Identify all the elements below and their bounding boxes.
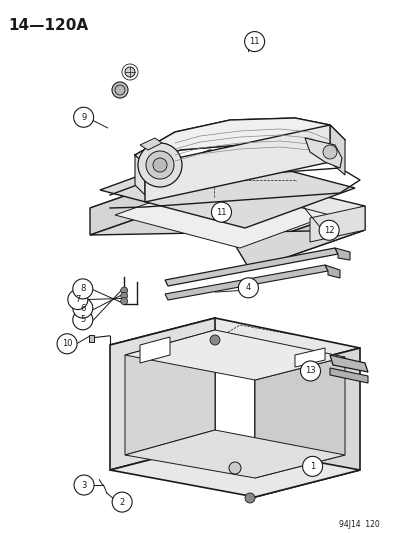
Text: 13: 13: [304, 367, 315, 375]
Polygon shape: [329, 125, 344, 175]
Polygon shape: [324, 265, 339, 278]
Polygon shape: [254, 348, 359, 497]
Polygon shape: [115, 183, 329, 248]
Circle shape: [112, 492, 132, 512]
Polygon shape: [89, 335, 94, 342]
Circle shape: [322, 145, 336, 159]
Circle shape: [74, 475, 94, 495]
Circle shape: [121, 287, 127, 294]
Polygon shape: [135, 118, 344, 165]
Circle shape: [112, 82, 128, 98]
Text: 11: 11: [249, 37, 259, 46]
Text: 7: 7: [75, 295, 80, 304]
Polygon shape: [100, 150, 354, 228]
Circle shape: [73, 310, 93, 330]
Circle shape: [238, 278, 258, 298]
Polygon shape: [110, 318, 359, 375]
Text: 4: 4: [245, 284, 250, 292]
Circle shape: [209, 335, 219, 345]
Circle shape: [300, 361, 320, 381]
Polygon shape: [135, 155, 145, 195]
Polygon shape: [304, 138, 341, 168]
Circle shape: [121, 292, 127, 300]
Circle shape: [68, 289, 88, 310]
Circle shape: [73, 279, 93, 299]
Circle shape: [115, 85, 125, 95]
Text: 9: 9: [81, 113, 86, 122]
Polygon shape: [165, 248, 337, 286]
Circle shape: [125, 67, 135, 77]
Circle shape: [121, 297, 127, 305]
Polygon shape: [90, 168, 364, 246]
Text: 14—120A: 14—120A: [8, 18, 88, 33]
Polygon shape: [140, 138, 161, 150]
Circle shape: [57, 334, 77, 354]
Polygon shape: [110, 318, 214, 470]
Polygon shape: [145, 125, 329, 202]
Polygon shape: [329, 368, 367, 383]
Text: 6: 6: [80, 304, 85, 312]
Polygon shape: [249, 206, 364, 270]
Circle shape: [244, 31, 264, 52]
Text: 2: 2: [119, 498, 124, 506]
Circle shape: [153, 158, 166, 172]
Polygon shape: [334, 248, 349, 260]
Circle shape: [244, 493, 254, 503]
Polygon shape: [125, 330, 214, 455]
Polygon shape: [90, 168, 204, 235]
Circle shape: [302, 456, 322, 477]
Circle shape: [228, 462, 240, 474]
Text: 11: 11: [216, 208, 226, 216]
Polygon shape: [329, 355, 367, 372]
Circle shape: [146, 151, 173, 179]
Circle shape: [211, 202, 231, 222]
Text: 10: 10: [62, 340, 72, 348]
Polygon shape: [125, 430, 344, 478]
Polygon shape: [309, 206, 364, 242]
Circle shape: [138, 143, 182, 187]
Text: 12: 12: [323, 226, 334, 235]
Circle shape: [318, 220, 338, 240]
Text: 5: 5: [80, 316, 85, 324]
Polygon shape: [90, 195, 364, 270]
Polygon shape: [140, 337, 170, 363]
Text: 1: 1: [309, 462, 314, 471]
Polygon shape: [165, 265, 327, 300]
Polygon shape: [294, 348, 324, 367]
Circle shape: [73, 298, 93, 318]
Polygon shape: [125, 330, 344, 380]
Text: 8: 8: [80, 285, 85, 293]
Circle shape: [74, 107, 93, 127]
Polygon shape: [110, 443, 359, 497]
Text: 3: 3: [81, 481, 86, 489]
Text: 94J14  120: 94J14 120: [339, 520, 379, 529]
Polygon shape: [254, 357, 344, 478]
